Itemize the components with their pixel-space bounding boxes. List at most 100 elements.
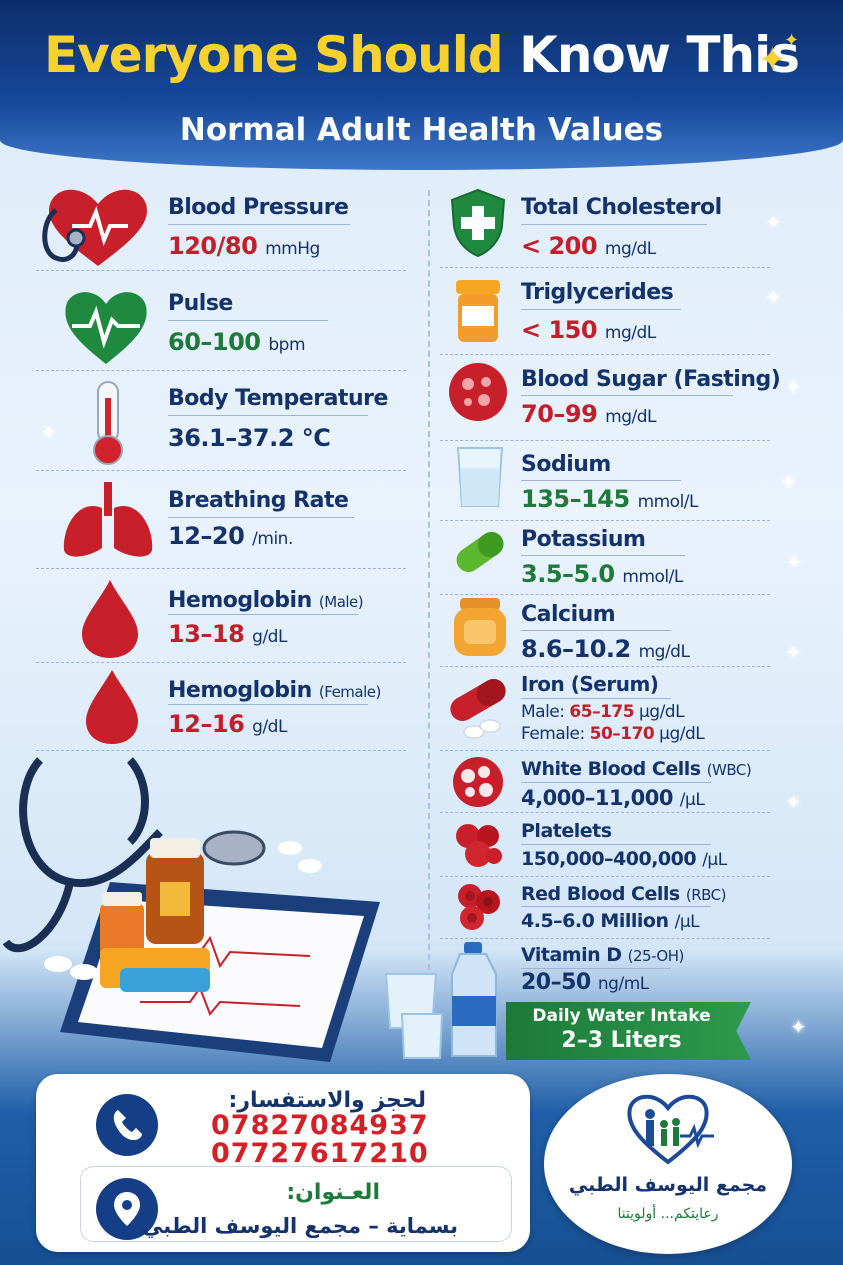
label-underline — [521, 224, 707, 225]
item-label: White Blood Cells (WBC) — [521, 758, 752, 780]
sparkle-icon: ✦ — [40, 422, 57, 444]
value-text: < 200 — [521, 232, 598, 260]
row-separator — [440, 750, 770, 751]
sparkle-icon: ✦ — [790, 1017, 807, 1039]
item-value: 12–20 /min. — [168, 522, 293, 550]
label-note: (WBC) — [706, 761, 752, 779]
sparkle-icon: ✦ — [765, 212, 782, 234]
heartbeat-icon — [65, 292, 147, 364]
item-label: Blood Pressure — [168, 195, 349, 220]
item-value: 20–50 ng/mL — [521, 970, 649, 995]
label-underline — [521, 395, 733, 396]
address-text: بسماية – مجمع اليوسف الطبي — [142, 1214, 458, 1238]
value-text: 60–100 — [168, 328, 261, 356]
label-underline — [168, 320, 328, 321]
value-text: 70–99 — [521, 400, 598, 428]
clinic-slogan: رعايتكم... أولويتنا — [617, 1206, 719, 1222]
label-underline — [168, 704, 368, 705]
clinic-logo: مجمع اليوسف الطبي رعايتكم... أولويتنا — [544, 1074, 792, 1254]
row-separator — [440, 666, 770, 667]
address-label: العـنوان: — [286, 1180, 380, 1205]
sparkle-icon: ✦ — [784, 30, 800, 50]
iron-pill-icon — [450, 679, 506, 739]
phone-number-1[interactable]: 07827084937 — [211, 1110, 429, 1141]
blood-drop-icon — [86, 670, 138, 744]
item-value: 70–99 mg/dL — [521, 400, 656, 428]
item-value: 3.5–5.0 mmol/L — [521, 560, 683, 588]
blood-drop-icon — [82, 580, 138, 658]
value-text: 12–20 — [168, 522, 245, 550]
water-intake-banner: Daily Water Intake 2–3 Liters — [506, 1002, 751, 1060]
value-text: 4.5–6.0 Million — [521, 910, 669, 932]
item-value: 8.6–10.2 mg/dL — [521, 635, 690, 663]
label-underline — [521, 844, 711, 845]
sparkle-icon: ✦ — [780, 472, 797, 494]
value-text: 120/80 — [168, 232, 258, 260]
item-label: Vitamin D (25-OH) — [521, 944, 684, 966]
item-label: Platelets — [521, 820, 612, 842]
value-unit: mg/dL — [638, 642, 690, 662]
shield-cross-icon — [450, 188, 506, 258]
item-label: Hemoglobin (Female) — [168, 678, 381, 703]
value-unit: mmol/L — [622, 567, 683, 587]
row-separator — [440, 938, 770, 939]
supplement-jar-icon — [454, 598, 506, 656]
label-underline — [521, 968, 671, 969]
item-value: 4.5–6.0 Million /µL — [521, 910, 700, 932]
lungs-icon — [63, 482, 153, 557]
thermometer-icon — [93, 381, 123, 465]
value-text: 65–175 — [569, 702, 635, 722]
header-banner — [0, 0, 843, 170]
medical-illustration — [2, 757, 380, 1062]
row-separator — [440, 876, 770, 877]
value-text: < 150 — [521, 316, 598, 344]
row-separator — [36, 750, 406, 751]
item-value: 4,000–11,000 /µL — [521, 786, 705, 810]
item-label: Breathing Rate — [168, 488, 349, 513]
label-text: Red Blood Cells — [521, 883, 680, 905]
label-text: Vitamin D — [521, 944, 622, 966]
item-value: < 150 mg/dL — [521, 316, 656, 344]
sparkle-icon: ✦ — [758, 41, 787, 79]
label-note: (25-OH) — [627, 947, 685, 965]
phone-number-2[interactable]: 07727617210 — [211, 1138, 429, 1169]
label-underline — [168, 415, 368, 416]
title-part2: Know This — [519, 26, 800, 84]
phone-icon[interactable] — [96, 1094, 158, 1156]
page-title: Everyone Should Know This — [0, 26, 843, 84]
value-unit: mg/dL — [604, 323, 656, 343]
page-subtitle: Normal Adult Health Values — [179, 112, 664, 148]
label-text: Hemoglobin — [168, 678, 312, 703]
value-unit: mg/dL — [604, 239, 656, 259]
row-separator — [36, 270, 406, 271]
water-intake-label: Daily Water Intake — [532, 1006, 711, 1026]
value-text: 20–50 — [521, 970, 591, 995]
sparkle-icon: ✦ — [786, 552, 803, 574]
item-value: 150,000–400,000 /µL — [521, 848, 727, 870]
row-separator — [36, 662, 406, 663]
value-unit: mmol/L — [637, 492, 699, 512]
family-heart-icon — [627, 1094, 714, 1165]
value-text: 50–170 — [589, 724, 655, 744]
row-separator — [440, 812, 770, 813]
contact-card: لحجز والاستفسار: 07827084937 07727617210… — [36, 1074, 530, 1252]
value-unit: µg/dL — [659, 724, 705, 744]
row-separator — [36, 568, 406, 569]
label-underline — [521, 782, 711, 783]
sparkle-icon: ✦ — [785, 377, 802, 399]
item-value: 13–18 g/dL — [168, 620, 287, 648]
value-unit: g/dL — [252, 717, 287, 737]
red-cells-icon — [458, 884, 500, 930]
iron-female-value: Female: 50–170 µg/dL — [521, 724, 705, 744]
row-separator — [440, 440, 770, 441]
item-value: 135–145 mmol/L — [521, 485, 699, 513]
value-unit: /min. — [252, 529, 293, 549]
value-label: Female: — [521, 724, 585, 744]
value-unit: bpm — [268, 335, 306, 355]
label-note: (RBC) — [685, 886, 727, 904]
label-note: (Female) — [318, 683, 381, 701]
value-unit: /µL — [674, 912, 700, 932]
item-value: < 200 mg/dL — [521, 232, 656, 260]
value-text: 150,000–400,000 — [521, 848, 697, 870]
value-unit: g/dL — [252, 627, 287, 647]
